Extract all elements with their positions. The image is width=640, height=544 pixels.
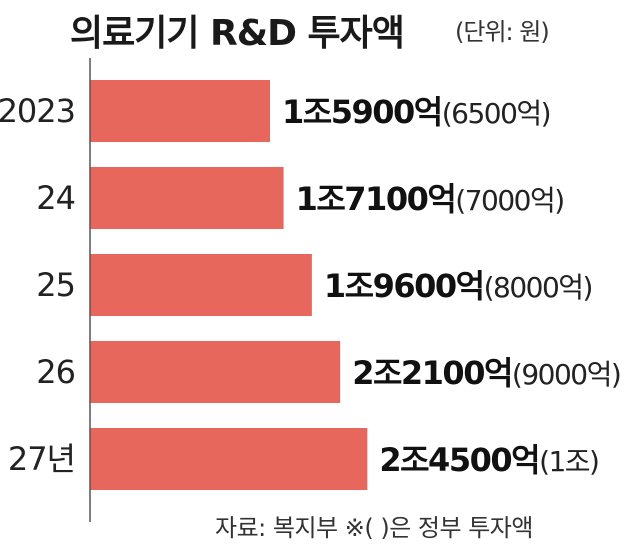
category-label-4: 27년 — [8, 440, 75, 478]
value-label-3: 2조2100억(9000억) — [352, 354, 620, 392]
chart-title: 의료기기 R&D 투자액 — [70, 13, 405, 54]
category-label-3: 26 — [36, 353, 75, 391]
value-label-4: 2조4500억(1조) — [379, 441, 598, 479]
source-note: 자료: 복지부 ※( )은 정부 투자액 — [215, 514, 533, 542]
unit-note: (단위: 원) — [455, 18, 550, 46]
total-value-0: 1조5900억 — [282, 93, 442, 131]
category-label-0: 2023 — [0, 92, 75, 130]
bar-3 — [90, 341, 341, 403]
total-value-4: 2조4500억 — [379, 441, 539, 479]
gov-value-1: (7000억) — [455, 184, 563, 217]
chart-header: 의료기기 R&D 투자액 (단위: 원) — [0, 0, 640, 56]
value-label-0: 1조5900억(6500억) — [282, 93, 550, 131]
value-label-1: 1조7100억(7000억) — [296, 180, 564, 218]
category-label-1: 24 — [36, 179, 75, 217]
bar-1 — [90, 167, 284, 229]
value-label-2: 1조9600억(8000억) — [324, 267, 592, 305]
gov-value-0: (6500억) — [442, 97, 550, 130]
category-label-2: 25 — [36, 266, 75, 304]
total-value-1: 1조7100억 — [296, 180, 456, 218]
bar-2 — [90, 254, 312, 316]
bar-0 — [90, 80, 270, 142]
total-value-3: 2조2100억 — [352, 354, 512, 392]
gov-value-2: (8000억) — [484, 271, 592, 304]
gov-value-3: (9000억) — [512, 358, 620, 391]
total-value-2: 1조9600억 — [324, 267, 484, 305]
gov-value-4: (1조) — [539, 445, 598, 478]
bar-4 — [90, 428, 368, 490]
